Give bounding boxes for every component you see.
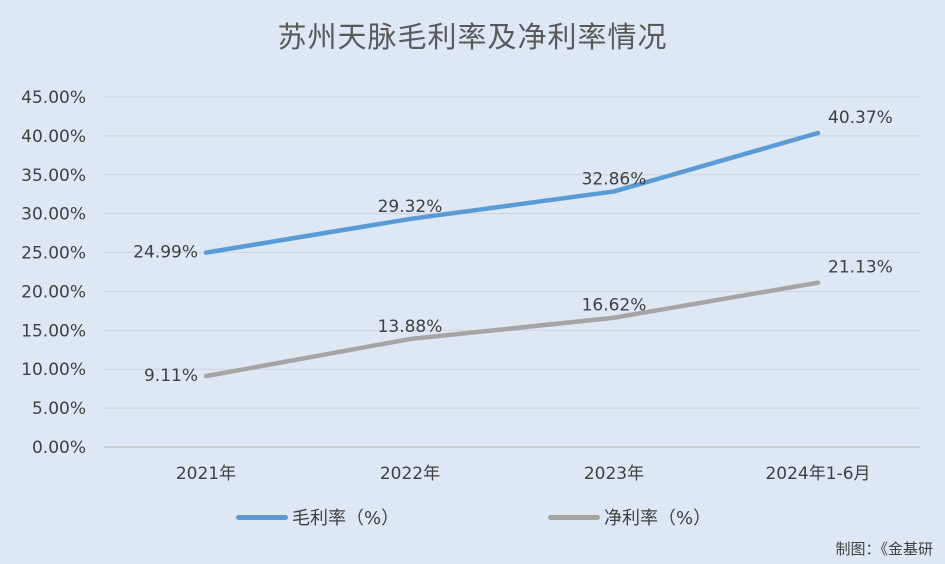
- y-tick-label: 30.00%: [21, 205, 86, 225]
- y-tick-label: 20.00%: [21, 282, 86, 302]
- series-line: [203, 280, 821, 379]
- data-labels: 24.99% 29.32% 32.86% 40.37% 9.11% 13.88% 16.62…: [133, 108, 893, 386]
- gridlines: [104, 96, 920, 448]
- y-tick-label: 35.00%: [21, 166, 86, 186]
- data-label: 29.32%: [378, 197, 443, 217]
- y-tick-label: 45.00%: [21, 88, 86, 108]
- y-axis-ticks: 0.00% 5.00% 10.00% 15.00% 20.00% 25.00% 30.00%…: [21, 88, 86, 458]
- x-tick-label: 2023年: [584, 464, 644, 484]
- data-label: 9.11%: [144, 366, 198, 386]
- legend-label-net-margin: 净利率（%）: [604, 508, 712, 529]
- x-tick-label: 2021年: [176, 464, 236, 484]
- data-label: 24.99%: [133, 243, 198, 263]
- y-tick-label: 25.00%: [21, 244, 86, 264]
- legend-item-net-margin: 净利率（%）: [548, 505, 711, 529]
- y-tick-label: 10.00%: [21, 360, 86, 380]
- y-tick-label: 15.00%: [21, 321, 86, 341]
- series-line: [203, 130, 821, 255]
- legend-swatch-net-margin: [548, 514, 600, 520]
- x-tick-label: 2022年: [380, 464, 440, 484]
- data-label: 40.37%: [828, 108, 893, 128]
- data-label: 16.62%: [582, 296, 647, 316]
- data-label: 13.88%: [378, 317, 443, 337]
- y-tick-label: 40.00%: [21, 127, 86, 147]
- legend-item-gross-margin: 毛利率（%）: [236, 505, 399, 529]
- y-tick-label: 0.00%: [32, 438, 86, 458]
- chart-credit: 制图：《金基研: [835, 540, 933, 558]
- x-tick-label: 2024年1-6月: [765, 464, 870, 484]
- data-label: 32.86%: [582, 169, 647, 189]
- chart-title: 苏州天脉毛利率及净利率情况: [277, 20, 668, 54]
- y-tick-label: 5.00%: [32, 399, 86, 419]
- legend-label-gross-margin: 毛利率（%）: [292, 508, 400, 529]
- x-axis-ticks: 2021年 2022年 2023年 2024年1-6月: [176, 464, 871, 484]
- data-label: 21.13%: [828, 258, 893, 278]
- legend-swatch-gross-margin: [236, 514, 288, 520]
- series-lines: [203, 130, 821, 379]
